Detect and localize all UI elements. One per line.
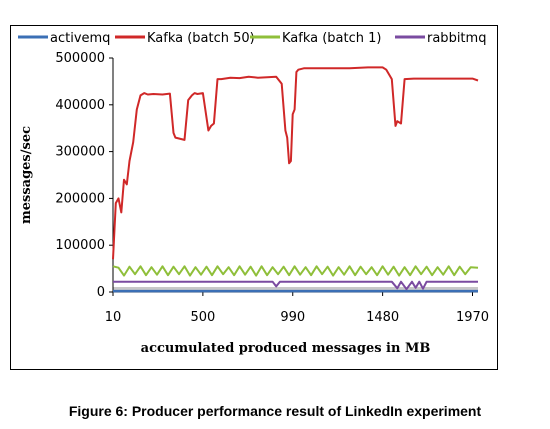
legend-label-0: activemq xyxy=(50,31,110,46)
series-line-kafka-batch-1- xyxy=(112,265,479,277)
x-axis-ticks: 10 500 990 1480 1970 xyxy=(105,292,489,325)
series-line-kafka-batch-50- xyxy=(112,66,479,260)
y-axis-title: messages/sec xyxy=(19,126,34,224)
y-tick-label-4: 400000 xyxy=(55,98,105,113)
legend-label-2: Kafka (batch 1) xyxy=(282,31,382,46)
line-chart: activemq Kafka (batch 50) Kafka (batch 1) r… xyxy=(18,31,489,356)
x-tick-label-3: 1480 xyxy=(366,310,399,325)
chart-frame xyxy=(10,25,498,370)
series-line-rabbitmq xyxy=(113,280,478,291)
y-axis-ticks: 0 100000 200000 300000 400000 500000 xyxy=(55,51,113,300)
y-tick-label-2: 200000 xyxy=(55,191,105,206)
x-tick-label-1: 500 xyxy=(190,310,215,325)
legend-label-3: rabbitmq xyxy=(427,31,486,46)
y-tick-label-0: 0 xyxy=(97,285,105,300)
legend-label-1: Kafka (batch 50) xyxy=(147,31,255,46)
series-group xyxy=(112,66,479,293)
baseline-band xyxy=(113,287,478,292)
x-tick-label-0: 10 xyxy=(105,310,122,325)
x-tick-label-2: 990 xyxy=(280,310,305,325)
figure-caption: Figure 6: Producer performance result of… xyxy=(68,403,482,419)
y-tick-label-5: 500000 xyxy=(55,51,105,66)
x-axis-title: accumulated produced messages in MB xyxy=(141,341,431,356)
y-tick-label-1: 100000 xyxy=(55,238,105,253)
y-tick-label-3: 300000 xyxy=(55,145,105,160)
x-tick-label-4: 1970 xyxy=(456,310,489,325)
legend: activemq Kafka (batch 50) Kafka (batch 1) r… xyxy=(18,31,486,46)
